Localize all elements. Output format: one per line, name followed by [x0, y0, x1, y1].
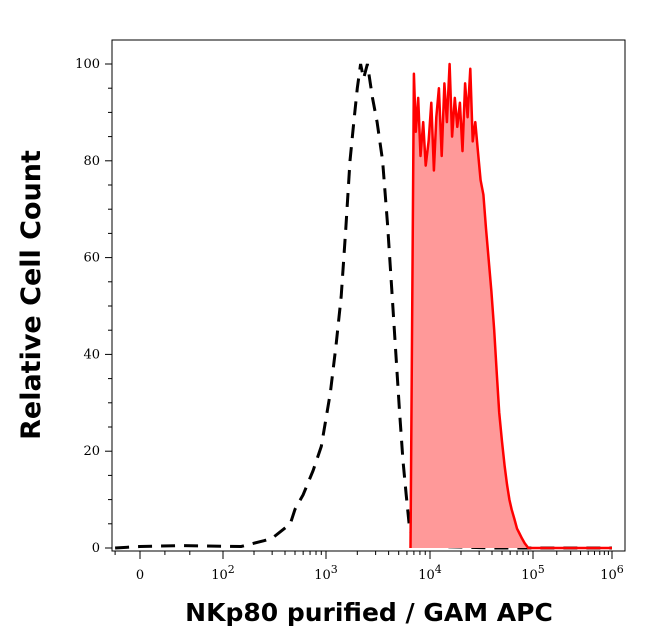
x-axis-title: NKp80 purified / GAM APC — [185, 598, 553, 627]
series-line-1 — [409, 62, 612, 550]
y-tick-label: 60 — [83, 251, 100, 266]
x-tick-label: 106 — [600, 563, 624, 583]
y-tick-label: 40 — [83, 347, 100, 362]
x-tick-label: 105 — [521, 563, 545, 583]
x-tick-label: 104 — [418, 563, 442, 583]
plot-frame — [111, 39, 626, 552]
y-tick-label: 80 — [83, 154, 100, 169]
x-tick-label: 102 — [211, 563, 235, 583]
series-fill-1 — [410, 64, 612, 548]
plot-series — [115, 62, 612, 550]
x-tick-label: 103 — [314, 563, 338, 583]
x-tick-label: 0 — [136, 568, 144, 583]
y-axis-title: Relative Cell Count — [16, 150, 47, 440]
x-axis: 0 102 103 104 105 106 — [114, 551, 624, 583]
y-tick-label: 0 — [92, 541, 100, 556]
y-tick-label: 100 — [75, 57, 100, 72]
y-tick-label: 20 — [83, 444, 100, 459]
series-line-0 — [115, 63, 612, 550]
y-axis: 0 20 40 60 80 100 — [75, 57, 112, 556]
